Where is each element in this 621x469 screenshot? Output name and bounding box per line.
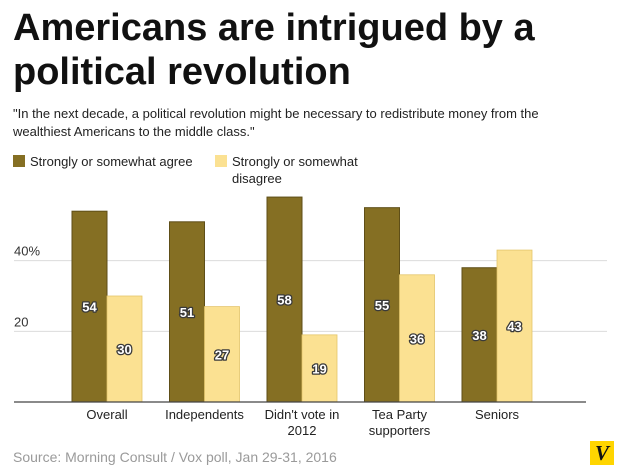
value-label-agree-2: 58 [277, 293, 291, 308]
bar-disagree-4 [496, 249, 533, 403]
bar-disagree-2 [301, 334, 338, 403]
x-tick-label-0: Overall [86, 407, 127, 422]
value-label-disagree-3: 36 [410, 331, 424, 346]
value-label-agree-0: 54 [82, 300, 97, 315]
x-tick-label-2: Didn't vote in 2012 [265, 407, 340, 438]
value-label-disagree-4: 43 [507, 319, 521, 334]
x-tick-label-3: Tea Party supporters [369, 407, 431, 438]
bar-disagree-1 [204, 306, 240, 403]
legend-swatch-disagree [215, 155, 227, 167]
value-label-agree-3: 55 [375, 298, 389, 313]
bar-chart: 20 40% 54 30 51 27 58 19 55 36 38 43 Overall Independ… [14, 196, 607, 438]
bar-agree-1 [169, 221, 205, 403]
chart-subtitle: "In the next decade, a political revolut… [13, 106, 539, 139]
value-label-agree-4: 38 [472, 328, 486, 343]
legend-swatch-agree [13, 155, 25, 167]
legend-item-disagree: Strongly or somewhat disagree [215, 153, 380, 187]
x-tick-label-1: Independents [165, 407, 244, 422]
value-label-agree-1: 51 [180, 305, 194, 320]
x-tick-label-4: Seniors [475, 407, 520, 422]
legend-label-disagree: Strongly or somewhat disagree [232, 154, 358, 186]
vox-logo: V [590, 441, 614, 465]
source-note: Source: Morning Consult / Vox poll, Jan … [13, 449, 337, 465]
value-label-disagree-2: 19 [312, 361, 326, 376]
y-tick-label-40: 40% [14, 244, 40, 259]
legend-label-agree: Strongly or somewhat agree [30, 154, 193, 169]
bar-disagree-3 [399, 274, 435, 403]
chart-title: Americans are intrigued by a political r… [13, 7, 535, 93]
value-label-disagree-1: 27 [215, 347, 229, 362]
bar-agree-2 [266, 196, 303, 403]
legend-item-agree: Strongly or somewhat agree [13, 153, 213, 170]
bar-disagree-0 [106, 295, 143, 403]
value-label-disagree-0: 30 [117, 342, 131, 357]
y-tick-label-20: 20 [14, 314, 28, 329]
